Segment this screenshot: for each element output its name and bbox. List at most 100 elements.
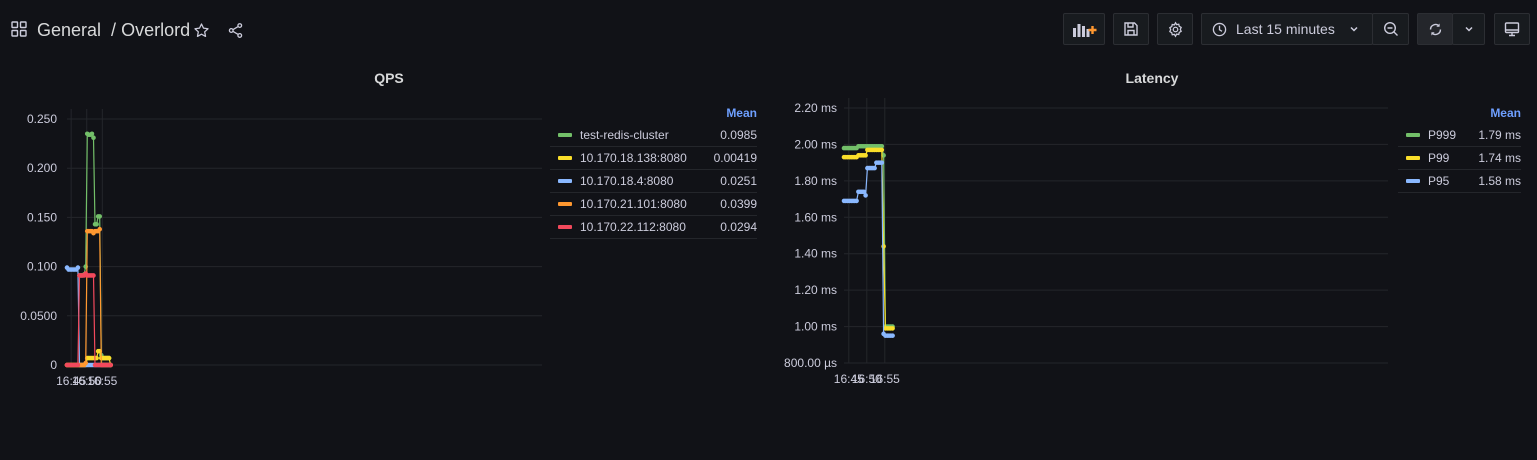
y-tick-label: 1.60 ms	[794, 210, 837, 224]
x-tick-label: 16:45	[56, 374, 86, 388]
legend-series-name[interactable]: 10.170.18.4:8080	[580, 174, 674, 188]
legend-mean-header: Mean	[726, 106, 757, 120]
series-line	[67, 272, 111, 366]
zoom-out-button[interactable]	[1372, 13, 1409, 45]
y-tick-label: 0.0500	[20, 309, 57, 323]
data-point	[83, 360, 88, 366]
legend-series-name[interactable]: P95	[1428, 174, 1450, 188]
legend-mean-value: 1.74 ms	[1478, 151, 1521, 165]
x-tick-label: 16:55	[87, 374, 117, 388]
zoom-out-icon	[1383, 21, 1399, 37]
y-tick-label: 800.00 µs	[784, 356, 837, 370]
apps-grid-icon[interactable]	[10, 20, 28, 38]
star-icon[interactable]	[191, 20, 211, 40]
legend-item[interactable]: 10.170.22.112:8080 0.0294	[550, 220, 757, 239]
legend-item[interactable]: 10.170.18.138:8080 0.00419	[550, 151, 757, 170]
legend-color-swatch	[558, 225, 572, 229]
legend-color-swatch	[1406, 179, 1420, 183]
y-tick-label: 0.150	[27, 210, 57, 224]
gear-icon	[1167, 20, 1184, 38]
share-icon[interactable]	[225, 20, 245, 40]
chevron-down-icon	[1349, 24, 1359, 34]
x-tick-label: 16:55	[870, 372, 900, 386]
legend-mean-value: 0.0294	[720, 220, 757, 234]
dashboard-navbar: General / Overlord Last 15 minutes	[0, 0, 1537, 58]
data-point	[863, 153, 868, 158]
add-panel-icon	[1071, 20, 1097, 38]
save-icon	[1123, 21, 1139, 37]
x-tick-label: 16:50	[72, 374, 102, 388]
legend-mean-value: 0.0399	[720, 197, 757, 211]
legend-series-name[interactable]: P999	[1428, 128, 1456, 142]
y-tick-label: 0	[50, 358, 57, 372]
data-point	[75, 265, 81, 270]
add-panel-button[interactable]	[1063, 13, 1105, 45]
legend-item[interactable]: 10.170.18.4:8080 0.0251	[550, 174, 757, 193]
breadcrumb: General / Overlord	[37, 18, 190, 42]
data-point	[97, 226, 103, 232]
dashboard-title[interactable]: Overlord	[121, 19, 191, 40]
data-point	[863, 193, 868, 198]
breadcrumb-separator: /	[111, 19, 117, 40]
tv-mode-icon	[1504, 21, 1520, 37]
refresh-interval-dropdown[interactable]	[1452, 13, 1485, 45]
legend-item[interactable]: P99 1.74 ms	[1398, 151, 1521, 170]
legend-mean-value: 0.0251	[720, 174, 757, 188]
legend-item[interactable]: P999 1.79 ms	[1398, 128, 1521, 147]
data-point	[872, 165, 877, 171]
data-point	[94, 221, 99, 227]
clock-icon	[1212, 22, 1227, 37]
x-tick-label: 16:50	[852, 372, 882, 386]
y-tick-label: 1.20 ms	[794, 283, 837, 297]
y-tick-label: 0.250	[27, 112, 57, 126]
data-point	[879, 143, 885, 149]
legend-item[interactable]: 10.170.21.101:8080 0.0399	[550, 197, 757, 216]
data-point	[879, 160, 885, 165]
y-tick-label: 1.00 ms	[794, 320, 837, 334]
panel-title: Latency	[1126, 70, 1179, 86]
data-point	[861, 189, 867, 195]
legend-mean-header: Mean	[1490, 106, 1521, 120]
data-point	[91, 273, 96, 278]
save-dashboard-button[interactable]	[1113, 13, 1149, 45]
legend-mean-value: 1.58 ms	[1478, 174, 1521, 188]
legend-color-swatch	[558, 202, 572, 206]
dashboard-settings-button[interactable]	[1157, 13, 1193, 45]
refresh-button[interactable]	[1417, 13, 1453, 45]
data-point	[97, 214, 103, 219]
y-tick-label: 1.40 ms	[794, 247, 837, 261]
legend-color-swatch	[558, 133, 572, 137]
qps-panel: QPS 0 0.0500 0.100 0.150 0.200 0.250 16:4516:50…	[20, 70, 757, 388]
y-tick-label: 2.20 ms	[794, 101, 837, 115]
legend-mean-value: 0.0985	[720, 128, 757, 142]
legend-series-name[interactable]: 10.170.21.101:8080	[580, 197, 687, 211]
data-point	[881, 244, 886, 249]
chevron-down-icon	[1464, 24, 1474, 34]
data-point	[89, 131, 95, 137]
data-point	[91, 135, 96, 140]
data-point	[108, 362, 113, 368]
legend-item[interactable]: test-redis-cluster 0.0985	[550, 128, 757, 147]
data-point	[890, 326, 895, 331]
data-point	[854, 198, 859, 204]
data-point	[106, 355, 112, 361]
refresh-icon	[1427, 21, 1444, 38]
legend-color-swatch	[558, 179, 572, 183]
data-point	[75, 362, 81, 368]
legend-mean-value: 1.79 ms	[1478, 128, 1521, 142]
x-tick-label: 16:45	[834, 372, 864, 386]
series-line	[67, 227, 111, 366]
series-line	[844, 149, 893, 329]
legend-series-name[interactable]: P99	[1428, 151, 1450, 165]
y-tick-label: 1.80 ms	[794, 174, 837, 188]
legend-series-name[interactable]: test-redis-cluster	[580, 128, 669, 142]
legend-series-name[interactable]: 10.170.18.138:8080	[580, 151, 687, 165]
time-range-picker[interactable]: Last 15 minutes	[1201, 13, 1373, 45]
panel-title: QPS	[374, 70, 404, 86]
data-point	[890, 333, 895, 338]
tv-mode-button[interactable]	[1494, 13, 1530, 45]
legend-item[interactable]: P95 1.58 ms	[1398, 174, 1521, 193]
legend-color-swatch	[1406, 133, 1420, 137]
legend-series-name[interactable]: 10.170.22.112:8080	[580, 220, 686, 234]
breadcrumb-folder[interactable]: General	[37, 19, 102, 40]
